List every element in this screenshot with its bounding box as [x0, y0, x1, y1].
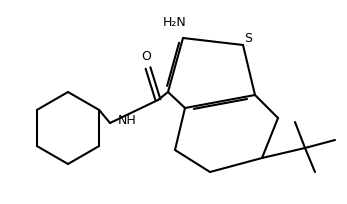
- Text: H₂N: H₂N: [163, 16, 187, 29]
- Text: NH: NH: [118, 113, 137, 126]
- Text: S: S: [244, 31, 252, 44]
- Text: O: O: [141, 50, 151, 63]
